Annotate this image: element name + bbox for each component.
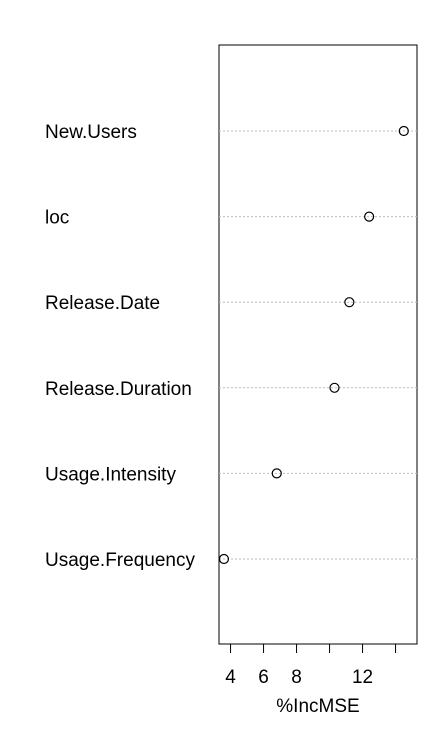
x-tick-label: 4 [225,667,236,688]
category-label: New.Users [45,122,137,143]
x-axis-title: %IncMSE [276,696,359,717]
data-point [344,297,355,308]
x-axis: 4 6 8 12 [225,643,397,688]
category-labels: New.Users loc Release.Date Release.Duration… [45,122,195,571]
x-tick-label: 12 [352,667,373,688]
category-label: Usage.Intensity [45,464,176,485]
plot-frame [218,44,418,645]
category-label: Release.Duration [45,379,192,400]
data-point [218,553,230,565]
data-point [364,211,375,222]
data-point [398,125,409,137]
guide-lines [219,130,417,560]
category-label: Release.Date [45,293,160,314]
x-tick-label: 6 [258,667,269,688]
category-label: loc [45,208,69,229]
data-point [329,382,340,393]
x-tick-label: 8 [291,667,302,688]
data-point [271,468,282,479]
data-points [218,125,409,565]
category-label: Usage.Frequency [45,550,195,571]
